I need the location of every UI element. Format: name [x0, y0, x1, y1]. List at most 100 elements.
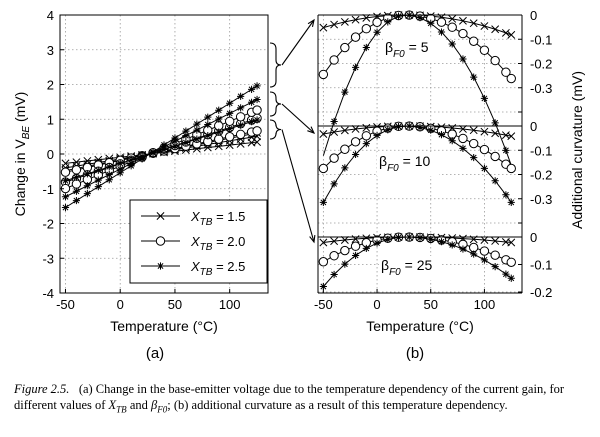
panel-b-point-s0-k0-1 [330, 20, 339, 29]
panel-a-point-g2-s1-2-star [83, 182, 91, 190]
panel-b-point-s0-k0-3-cross [351, 15, 360, 24]
panel-b-point-s1-k0-18 [507, 132, 516, 141]
panel-b-point-s0-k1-11 [436, 17, 447, 27]
panel-b-point-s0-k1-14 [468, 36, 479, 46]
panel-a-point-g2-s2-16-star [237, 92, 245, 100]
caption-xtb-sub: TB [116, 404, 127, 415]
panel-b-point-s2-k2-10-star [427, 235, 435, 243]
panel-b-point-s1-k0-15-cross [480, 127, 489, 136]
panel-b-point-s0-k0-1-cross [330, 20, 339, 29]
panel-b-point-s1-k1-1 [329, 153, 339, 163]
panel-b-point-s1-k2-16-star [491, 177, 499, 185]
panel-a-point-g2-s1-14-star [215, 115, 223, 123]
panel-b-point-s2-k2-5-star [373, 239, 381, 247]
panel-a-ytick-label-0: -4 [42, 286, 54, 301]
panel-b-point-s0-k2-7-star [394, 12, 403, 20]
panel-a-point-g2-s1-16-star [237, 104, 245, 112]
panel-b-point-s2-k2-13 [459, 245, 467, 253]
brace-1 [269, 42, 282, 88]
panel-a-point-g2-s2-7-star [138, 155, 146, 163]
panel-b-point-s2-k2-2 [341, 260, 349, 268]
panel-b-point-s1-k2-13-star [459, 144, 467, 152]
panel-a-point-g2-s0-14 [215, 128, 223, 136]
panel-b-point-s1-k2-5 [373, 131, 381, 139]
panel-a-point-g1-s2-1 [71, 179, 82, 189]
panel-b-point-s1-k0-16 [491, 129, 500, 138]
panel-b-section2-ytick-label-1: -0.1 [530, 258, 552, 273]
panel-a-point-g2-s0-14-star [215, 128, 223, 136]
panel-b-point-s2-k2-1-star [330, 270, 338, 279]
panel-b-point-s0-k0-15-cross [480, 22, 489, 30]
panel-b-point-s1-k2-4-star [362, 140, 370, 148]
panel-b-point-s1-k1-16 [490, 151, 500, 162]
panel-b-point-s1-k2-3-star [351, 150, 360, 159]
panel-a-point-g2-s0-15-star [226, 125, 234, 133]
panel-a-point-g2-s2-15 [226, 99, 234, 107]
panel-b-point-s0-k2-9-star [416, 14, 424, 22]
panel-b-point-s0-k2-13-star [459, 55, 467, 63]
panel-a-point-g2-s2-16 [237, 92, 245, 100]
panel-b-point-s1-k0-13 [458, 125, 467, 133]
panel-a-point-g2-s0-1 [72, 173, 81, 181]
panel-b-point-s0-k1-18 [506, 73, 516, 84]
panel-b-section0-ytick-label-2: -0.2 [530, 57, 552, 72]
panel-b-point-s0-k1-0 [318, 69, 329, 80]
panel-b-point-s2-k0-16-cross [491, 236, 500, 245]
panel-b-point-s1-k1-18 [506, 163, 516, 174]
panel-b-point-s0-k2-12 [448, 40, 456, 48]
panel-b-point-s0-k1-12 [447, 22, 457, 32]
panel-b-point-s1-k0-4 [362, 123, 371, 132]
panel-a-point-g2-s0-15 [226, 125, 234, 133]
panel-b-point-s2-k2-4-star [362, 244, 370, 253]
legend-label-0: XTB = 1.5 [190, 209, 245, 228]
panel-a-point-g2-s2-15-star [226, 99, 234, 107]
panel-b-point-s2-k2-14-star [470, 250, 478, 258]
panel-b-point-s2-k1-0-circle [318, 257, 329, 267]
panel-b-point-s2-k2-10 [427, 235, 435, 243]
panel-a-point-g2-s1-11 [182, 132, 190, 140]
panel-b-point-s0-k0-0 [319, 23, 328, 32]
panel-b-point-s2-k2-2-star [341, 260, 349, 268]
panel-b-point-s0-k2-17-star [502, 146, 510, 154]
panel-b-point-s1-k1-4 [361, 131, 372, 141]
panel-b-point-s0-k2-4-star [362, 43, 370, 52]
panel-b-point-s0-k1-14-circle [468, 36, 479, 46]
panel-b-point-s0-k2-7 [394, 12, 403, 20]
panel-a-point-g2-s2-5-star [116, 169, 124, 177]
panel-b-point-s2-k1-0 [318, 257, 329, 267]
panel-a-point-g2-s0-18 [253, 116, 261, 124]
panel-a-point-g2-s0-10-star [171, 142, 179, 150]
panel-b-point-s1-k2-9 [416, 123, 424, 131]
panel-a-point-g2-s0-2-star [83, 170, 91, 178]
panel-b-point-s1-k0-1 [330, 128, 339, 137]
panel-b-point-s0-k2-1-star [330, 117, 338, 126]
panel-a-point-g1-s0-14 [214, 134, 224, 144]
panel-a-point-g2-s2-1 [72, 196, 81, 205]
panel-b-point-s2-k2-15-star [480, 256, 489, 264]
panel-a-point-g2-s1-13 [204, 120, 212, 129]
panel-b-point-s1-k2-2 [341, 164, 349, 172]
panel-b-point-s0-k0-14 [469, 19, 478, 28]
panel-a-label: (a) [146, 345, 164, 362]
panel-a-point-g1-s0-0 [60, 167, 71, 177]
panel-b-section1-label-bg [377, 152, 439, 176]
panel-b-point-s0-k0-2 [340, 17, 349, 26]
panel-b-frame [317, 14, 523, 294]
panel-b-series [318, 10, 516, 291]
panel-b-point-s1-k0-13-cross [458, 125, 467, 133]
panel-a-ytick-label-7: 3 [47, 43, 54, 58]
panel-a-point-g2-s2-13 [204, 113, 212, 121]
panel-a-point-g2-s2-3 [94, 183, 102, 191]
panel-b-point-s1-k2-18-star [507, 198, 515, 206]
panel-a-point-g2-s1-1 [72, 187, 81, 195]
panel-a-point-g2-s1-18-star [253, 95, 261, 104]
panel-a-point-g2-s1-0 [61, 193, 70, 201]
panel-b-point-s0-k2-15 [480, 94, 489, 103]
panel-b-section0-label-bg [383, 38, 445, 62]
arrow-1-shaft [281, 19, 315, 66]
panel-b-point-s2-k2-18-star [507, 274, 515, 282]
panel-b-point-s1-k2-7-star [394, 123, 403, 131]
panel-b-section2-label-bg [379, 256, 441, 280]
panel-b-point-s1-k2-11-star [437, 131, 446, 139]
panel-a-point-g2-s1-3 [94, 176, 102, 184]
